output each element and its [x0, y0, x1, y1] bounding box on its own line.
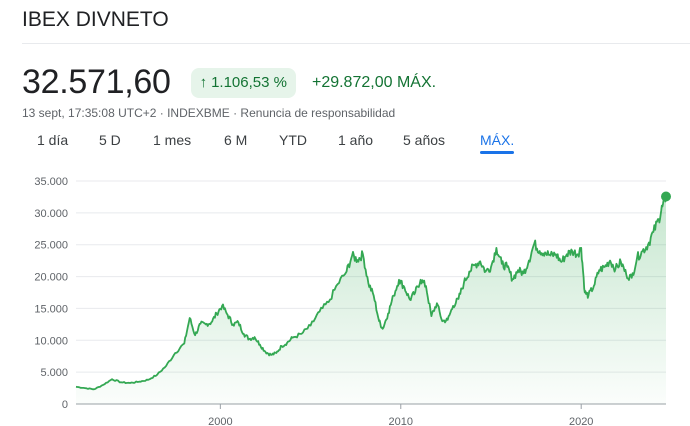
price-chart[interactable]: 0 5.000 10.000 15.000 20.000 25.000 30.000 35.0… — [0, 165, 690, 426]
y-tick-label: 15.000 — [34, 303, 68, 315]
y-tick-label: 0 — [62, 399, 68, 411]
tab-max[interactable]: MÁX. — [480, 130, 515, 156]
tab-5-days[interactable]: 5 D — [99, 132, 121, 148]
percent-change-badge: ↑ 1.106,53 % — [190, 67, 296, 98]
arrow-up-icon: ↑ — [199, 74, 208, 91]
price-line — [75, 194, 667, 391]
header-divider — [22, 43, 690, 44]
y-tick-label: 30.000 — [34, 208, 68, 220]
x-tick-label: 2010 — [389, 416, 413, 426]
current-price: 32.571,60 — [22, 63, 171, 101]
percent-change-value: 1.106,53 % — [211, 74, 287, 91]
price-row: 32.571,60 ↑ 1.106,53 % +29.872,00 MÁX. — [22, 63, 436, 102]
last-price-marker — [661, 191, 671, 202]
tab-1-year[interactable]: 1 año — [338, 132, 374, 148]
price-area-fill — [76, 195, 666, 404]
y-tick-label: 20.000 — [34, 272, 68, 284]
tab-5-years[interactable]: 5 años — [403, 132, 446, 148]
y-tick-label: 25.000 — [34, 240, 68, 252]
x-tick-label: 2020 — [569, 416, 593, 426]
y-tick-label: 5.000 — [40, 367, 68, 379]
y-axis-ticks: 0 5.000 10.000 15.000 20.000 25.000 30.000 35.0… — [34, 176, 68, 411]
y-tick-label: 10.000 — [34, 335, 68, 347]
y-tick-label: 35.000 — [34, 176, 68, 188]
absolute-change: +29.872,00 MÁX. — [311, 73, 437, 91]
quote-meta: 13 sept, 17:35:08 UTC+2 · INDEXBME · Ren… — [22, 106, 396, 120]
tab-6-months[interactable]: 6 M — [224, 132, 248, 148]
tab-1-month[interactable]: 1 mes — [153, 132, 192, 148]
index-title: IBEX DIVNETO — [22, 8, 169, 31]
x-tick-label: 2000 — [208, 416, 232, 426]
tab-1-day[interactable]: 1 día — [37, 132, 69, 148]
tab-ytd[interactable]: YTD — [279, 132, 307, 148]
x-axis-ticks: 2000 2010 2020 — [208, 404, 593, 426]
